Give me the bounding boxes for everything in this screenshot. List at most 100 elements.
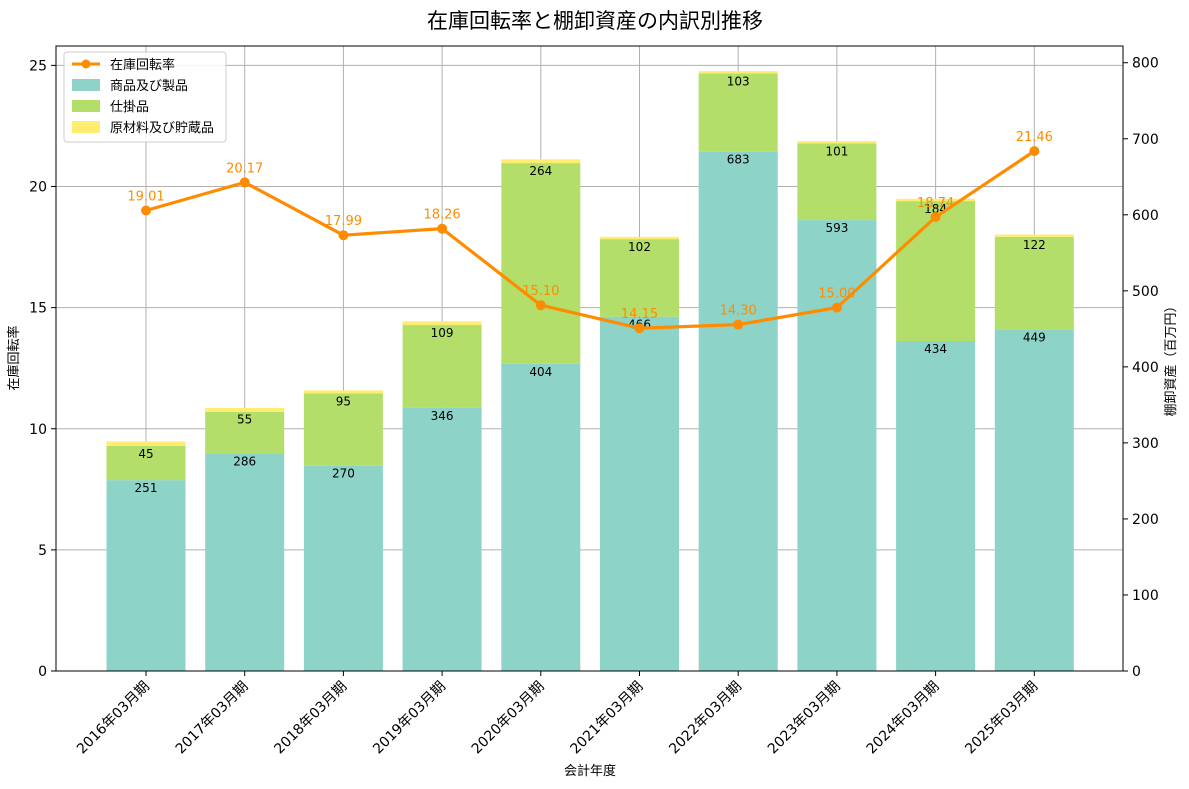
- bar-segment: [205, 453, 285, 671]
- bar-segment: [501, 363, 581, 671]
- x-axis-label: 会計年度: [564, 763, 616, 779]
- right-tick-label: 0: [1132, 664, 1141, 680]
- line-point: [535, 300, 546, 311]
- right-tick-label: 600: [1132, 208, 1159, 224]
- bar-segment: [600, 236, 679, 240]
- line-value-label: 15.00: [818, 287, 855, 302]
- right-axis: 0 100 200 300 400 500 600 700 800: [1123, 56, 1159, 680]
- left-tick-label: 5: [38, 543, 47, 559]
- line-value-label: 14.30: [720, 304, 757, 319]
- bar-segment: [600, 239, 679, 317]
- line-value-label: 15.10: [522, 284, 559, 299]
- bar-value-label: 434: [924, 342, 947, 356]
- right-tick-label: 500: [1132, 284, 1159, 300]
- chart-title: 在庫回転率と棚卸資産の内訳別推移: [427, 9, 763, 33]
- line-point: [831, 302, 842, 313]
- x-tick-label: 2022年03月期: [666, 679, 745, 758]
- left-tick-label: 15: [29, 301, 47, 317]
- bar-value-label: 45: [138, 447, 153, 461]
- legend-label: 商品及び製品: [110, 79, 188, 94]
- bar-value-label: 95: [336, 394, 351, 408]
- bar-labels: 2514528655270953461094042644661026831035…: [135, 74, 1046, 495]
- bar-segment: [402, 407, 482, 671]
- bar-value-label: 101: [825, 144, 848, 158]
- bars: [106, 71, 1074, 671]
- right-axis-label: 棚卸資産（百万円）: [1163, 299, 1179, 416]
- bar-segment: [994, 234, 1074, 237]
- bar-segment: [501, 159, 581, 164]
- bar-segment: [698, 151, 778, 671]
- x-tick-label: 2023年03月期: [765, 679, 844, 758]
- line-point: [437, 223, 448, 234]
- x-tick-label: 2016年03月期: [74, 679, 153, 758]
- bar-segment: [896, 201, 976, 342]
- line-series: [145, 149, 1036, 330]
- right-tick-label: 700: [1132, 132, 1159, 148]
- line-point: [141, 205, 151, 216]
- bar-segment: [402, 321, 482, 326]
- line-value-label: 18.74: [917, 196, 954, 211]
- x-axis: 2016年03月期 2017年03月期 2018年03月期 2019年03月期 2020…: [74, 671, 1041, 757]
- bar-value-label: 102: [628, 240, 651, 254]
- x-tick-label: 2017年03月期: [173, 679, 252, 758]
- line-point: [338, 230, 349, 241]
- left-tick-label: 25: [29, 58, 47, 74]
- legend-label: 原材料及び貯蔵品: [110, 121, 214, 136]
- left-tick-label: 20: [29, 180, 47, 196]
- x-tick-label: 2021年03月期: [568, 679, 647, 758]
- line-value-label: 14.15: [621, 307, 658, 322]
- bar-segment: [896, 198, 976, 202]
- legend-swatch: [72, 121, 100, 133]
- right-tick-label: 100: [1132, 588, 1159, 604]
- legend-swatch: [72, 79, 100, 91]
- bar-segment: [106, 480, 186, 671]
- bar-segment: [402, 325, 482, 408]
- right-tick-label: 200: [1132, 512, 1159, 528]
- bar-value-label: 593: [825, 221, 848, 235]
- bar-segment: [698, 73, 778, 152]
- legend-swatch: [72, 100, 100, 112]
- x-tick-label: 2019年03月期: [370, 679, 449, 758]
- bar-value-label: 683: [727, 153, 750, 167]
- bar-value-label: 270: [332, 467, 355, 481]
- bar-value-label: 264: [529, 164, 552, 178]
- bar-segment: [797, 141, 877, 144]
- line-point: [733, 319, 744, 330]
- bar-segment: [797, 143, 877, 221]
- x-tick-label: 2018年03月期: [271, 679, 350, 758]
- bar-value-label: 122: [1023, 238, 1046, 252]
- right-tick-label: 300: [1132, 436, 1159, 452]
- bar-value-label: 286: [233, 455, 256, 469]
- bar-segment: [303, 465, 383, 671]
- bar-value-label: 103: [727, 74, 750, 88]
- x-tick-label: 2025年03月期: [962, 679, 1041, 758]
- line-value-label: 21.46: [1016, 130, 1053, 145]
- bar-segment: [106, 445, 186, 481]
- plot-frame: [55, 45, 1124, 672]
- bar-segment: [205, 411, 285, 454]
- x-tick-label: 2024年03月期: [864, 679, 943, 758]
- left-tick-label: 10: [29, 422, 47, 438]
- bar-segment: [600, 316, 679, 671]
- line-value-label: 17.99: [325, 214, 362, 229]
- line-point: [1029, 146, 1040, 157]
- bar-segment: [303, 393, 383, 466]
- left-axis: 0 5 10 15 20 25: [29, 58, 56, 680]
- bar-value-label: 109: [431, 326, 454, 340]
- bar-segment: [106, 441, 186, 446]
- bar-segment: [896, 341, 976, 671]
- legend-label: 在庫回転率: [110, 57, 175, 73]
- bar-value-label: 346: [431, 409, 454, 423]
- line-value-label: 20.17: [226, 161, 263, 176]
- line-value-label: 19.01: [127, 189, 164, 204]
- bar-segment: [698, 71, 778, 74]
- legend-box: [63, 51, 227, 143]
- bar-segment: [501, 163, 581, 364]
- right-tick-label: 800: [1132, 56, 1159, 72]
- line-value-label: 18.26: [423, 208, 460, 223]
- bar-value-label: 251: [135, 481, 158, 495]
- bar-segment: [994, 329, 1074, 671]
- bar-value-label: 55: [237, 413, 252, 427]
